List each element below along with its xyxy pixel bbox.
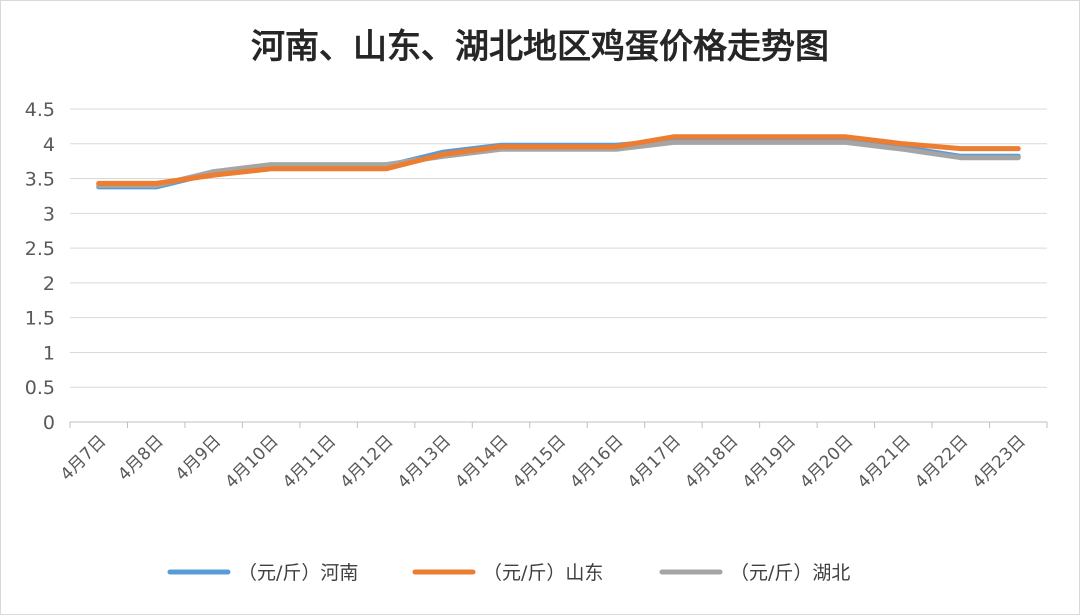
y-tick-label: 4.5	[25, 99, 55, 121]
series-lines	[96, 134, 1021, 190]
chart-title: 河南、山东、湖北地区鸡蛋价格走势图	[251, 27, 829, 67]
legend-label: （元/斤）山东	[483, 562, 603, 584]
legend: （元/斤）河南 （元/斤）山东 （元/斤）湖北	[167, 562, 850, 584]
y-tick-label: 4	[43, 134, 55, 156]
y-tick-label: 1	[43, 342, 55, 364]
y-tick-label: 1.5	[25, 308, 55, 330]
y-tick-label: 0.5	[25, 377, 55, 399]
series-line-2	[96, 139, 1021, 188]
y-tick-label: 3	[43, 203, 55, 225]
y-tick-label: 0	[43, 412, 55, 434]
y-axis-ticks: 0 0.5 1 1.5 2 2.5 3 3.5 4 4.5	[25, 99, 55, 434]
y-tick-label: 3.5	[25, 169, 55, 191]
y-tick-label: 2.5	[25, 238, 55, 260]
y-tick-label: 2	[43, 273, 55, 295]
legend-label: （元/斤）河南	[238, 562, 358, 584]
legend-label: （元/斤）湖北	[730, 562, 850, 584]
series-line-1	[96, 134, 1021, 186]
